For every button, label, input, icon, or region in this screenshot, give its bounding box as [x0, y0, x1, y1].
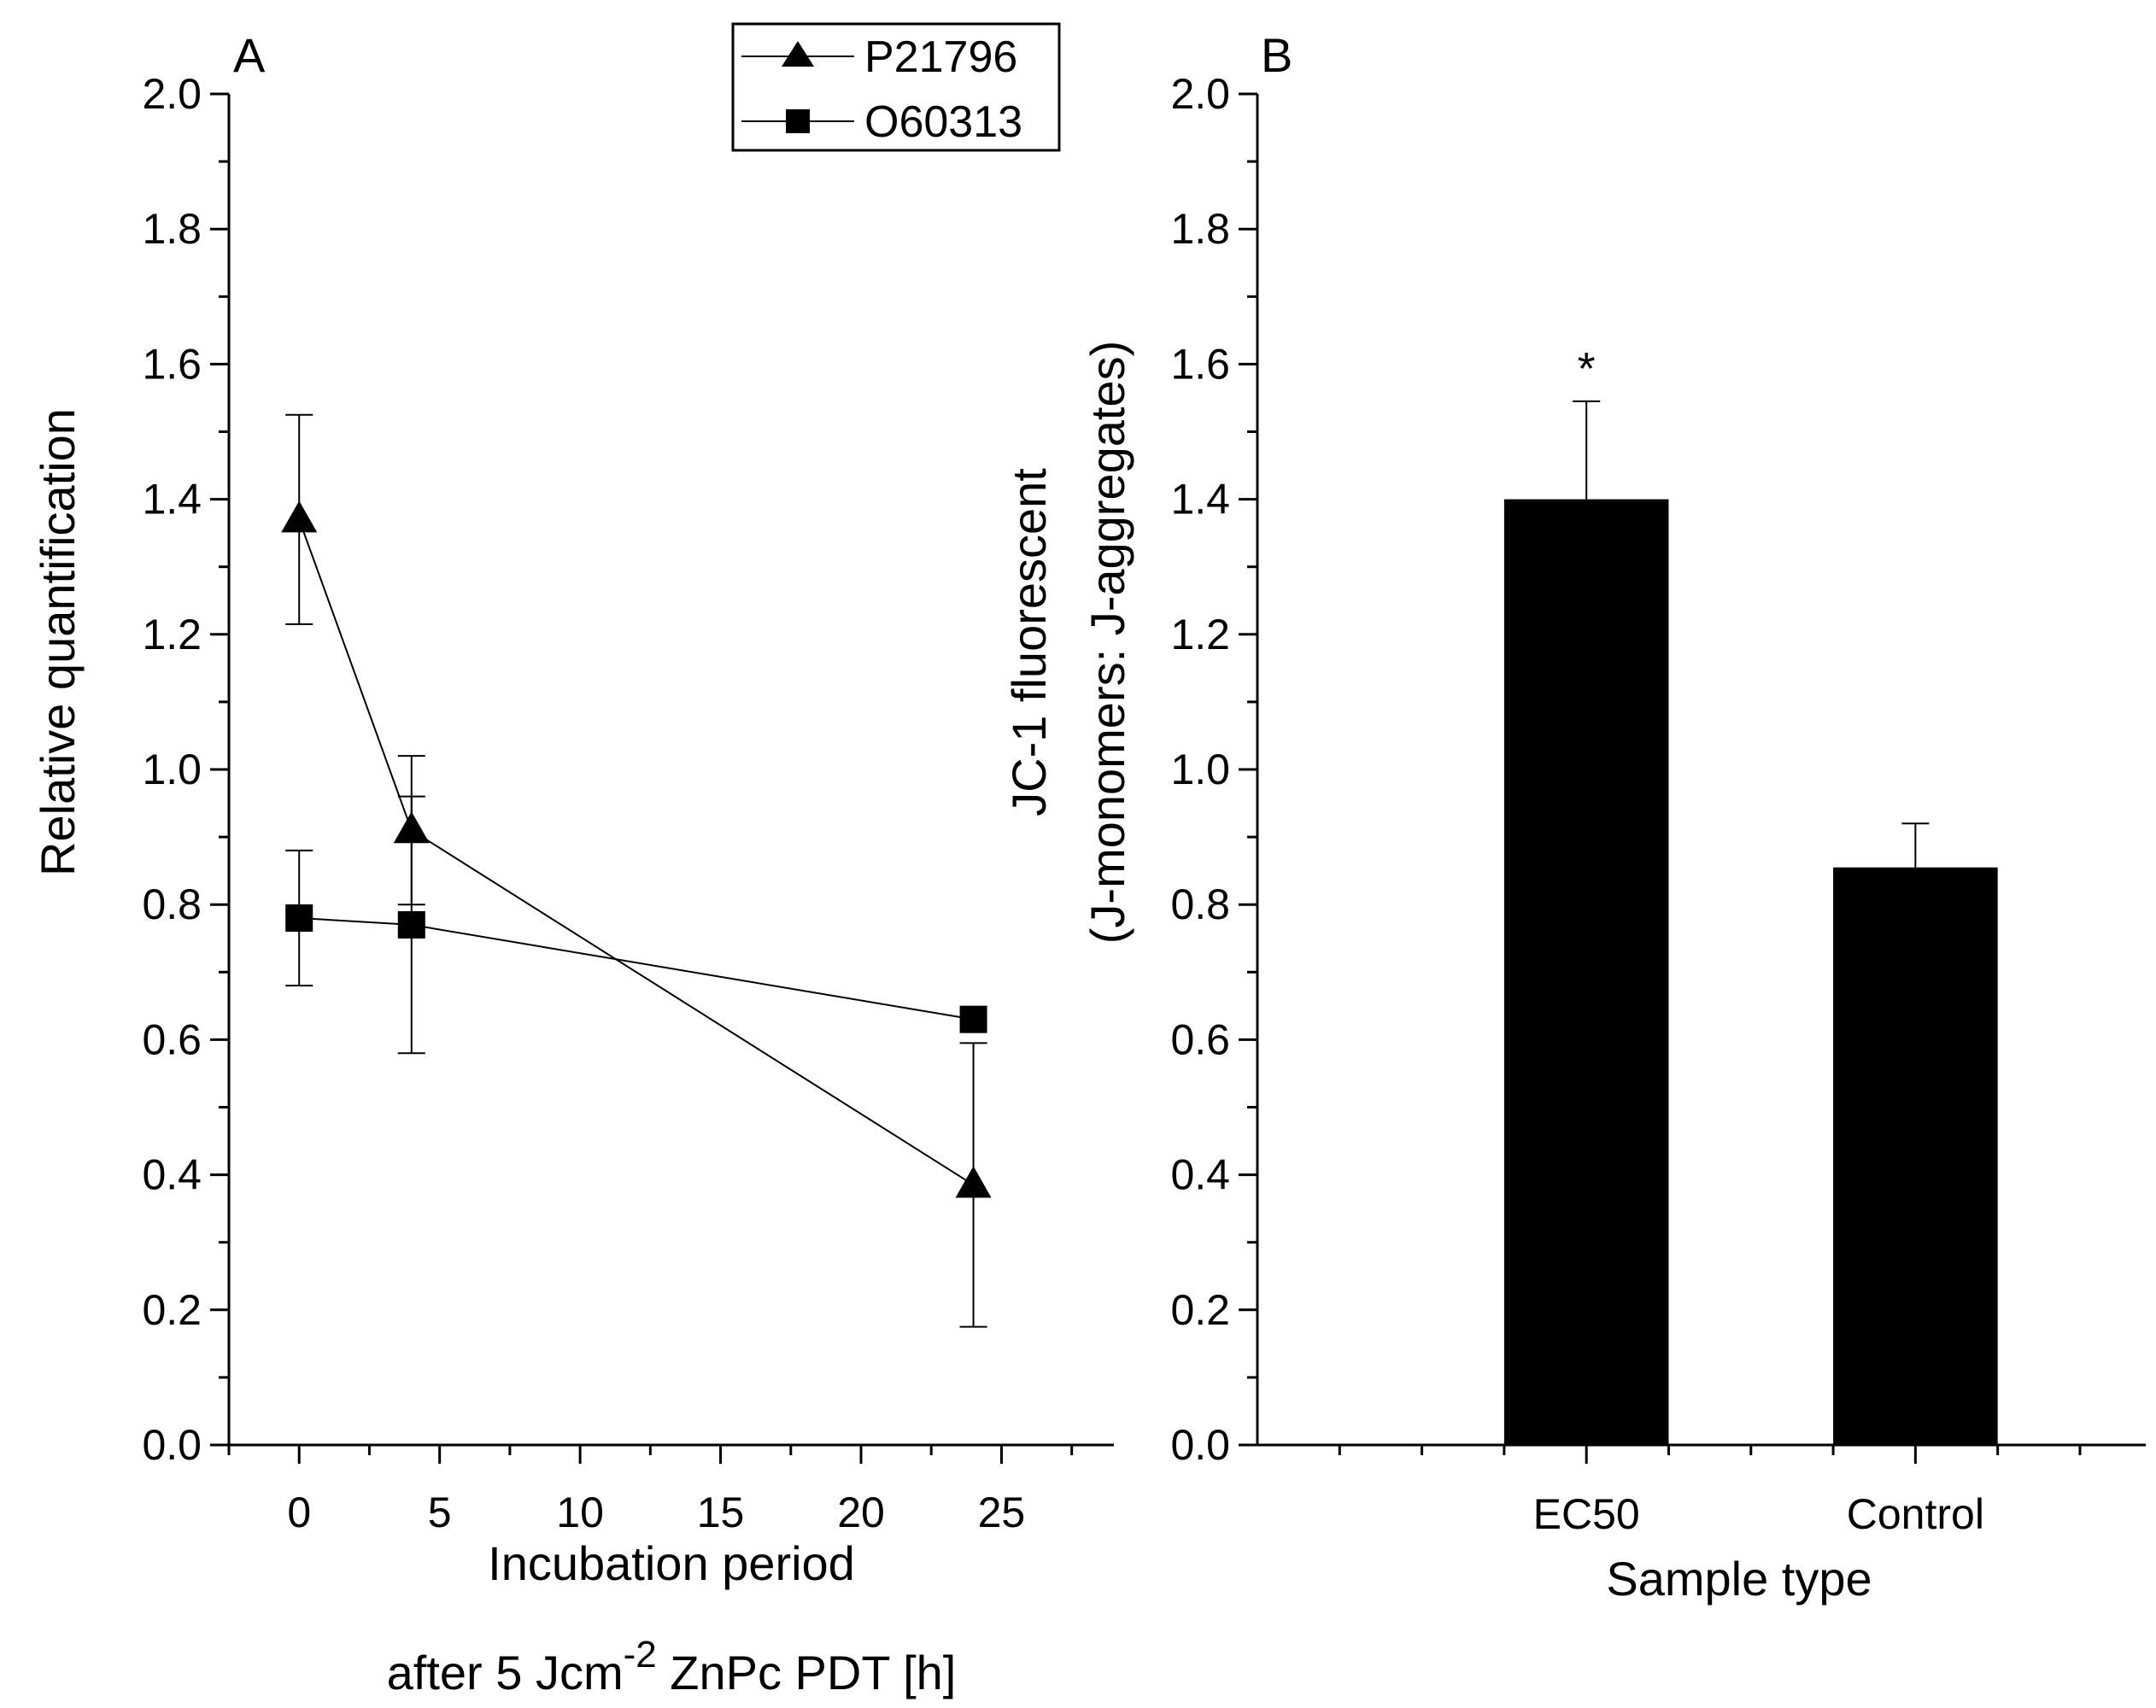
- category-label-control: Control: [1847, 1490, 1984, 1538]
- legend-marker-triangle: [782, 41, 814, 67]
- b-ytick-label: 0.6: [1170, 1015, 1230, 1063]
- a-ytick-label: 0.6: [142, 1015, 202, 1063]
- point-p21796: [281, 500, 318, 533]
- panel-b-x-axis-title: Sample type: [1606, 1552, 1872, 1606]
- panel-b-x-ticks: EC50 Control: [1338, 1445, 2082, 1538]
- a-xtick-label: 15: [697, 1489, 745, 1536]
- panel-a-letter: A: [233, 28, 266, 82]
- panel-a-x-title-superscript: -2: [624, 1634, 657, 1676]
- point-p21796: [955, 1166, 992, 1198]
- panel-b-bar-chart: B 0.0 0.2 0.4 0.6 0.8 1.0 1.2 1.4 1.6 1.8 2.0 EC50…: [1002, 28, 2146, 1606]
- a-ytick-label: 1.8: [142, 205, 202, 253]
- b-ytick-label: 0.2: [1170, 1286, 1230, 1334]
- point-o60313: [397, 910, 425, 939]
- a-ytick-label: 0.4: [142, 1151, 202, 1199]
- b-ytick-label: 2.0: [1170, 70, 1230, 118]
- panel-b-bars: *: [1503, 343, 1998, 1445]
- b-ytick-label: 1.8: [1170, 205, 1230, 253]
- legend-marker-square: [786, 109, 810, 133]
- a-ytick-label: 0.0: [142, 1421, 202, 1469]
- panel-a-series: [281, 413, 992, 1328]
- b-ytick-label: 0.0: [1170, 1421, 1230, 1469]
- panel-a-y-axis-title: Relative quantification: [31, 408, 85, 876]
- panel-b-y-ticks: 0.0 0.2 0.4 0.6 0.8 1.0 1.2 1.4 1.6 1.8 2.0: [1170, 70, 1257, 1469]
- a-ytick-label: 1.0: [142, 746, 202, 793]
- a-ytick-label: 1.4: [142, 476, 202, 524]
- a-ytick-label: 1.2: [142, 611, 202, 658]
- a-xtick-label: 25: [978, 1489, 1026, 1536]
- panel-a-x-ticks: 0 5 10 15 20 25: [227, 1445, 1074, 1536]
- category-label-ec50: EC50: [1533, 1490, 1640, 1538]
- b-ytick-label: 1.2: [1170, 611, 1230, 658]
- panel-a-x-axis-title-line2: after 5 Jcm-2 ZnPc PDT [h]: [387, 1634, 957, 1699]
- panel-b-letter: B: [1261, 28, 1292, 82]
- a-ytick-label: 0.8: [142, 880, 202, 928]
- panel-a-x-axis-title-line1: Incubation period: [488, 1536, 855, 1590]
- panel-a-x-title-prefix: after 5 Jcm: [387, 1646, 624, 1699]
- a-ytick-label: 0.2: [142, 1286, 202, 1334]
- bar-control: [1833, 867, 1998, 1445]
- a-xtick-label: 10: [556, 1489, 604, 1536]
- panel-a-y-ticks: 0.0 0.2 0.4 0.6 0.8 1.0 1.2 1.4 1.6 1.8 2.0: [142, 70, 229, 1469]
- b-ytick-label: 0.8: [1170, 880, 1230, 928]
- a-ytick-label: 1.6: [142, 340, 202, 388]
- panel-b-y-axis-title-line1: JC-1 fluorescent: [1002, 468, 1056, 816]
- significance-asterisk: *: [1578, 343, 1596, 395]
- a-xtick-label: 20: [837, 1489, 885, 1536]
- b-ytick-label: 1.6: [1170, 340, 1230, 388]
- b-ytick-label: 1.0: [1170, 746, 1230, 793]
- a-xtick-label: 0: [287, 1489, 311, 1536]
- b-ytick-label: 1.4: [1170, 476, 1230, 524]
- panel-a-x-title-suffix: ZnPc PDT [h]: [657, 1646, 957, 1699]
- point-o60313: [285, 904, 313, 933]
- b-ytick-label: 0.4: [1170, 1151, 1230, 1199]
- point-o60313: [959, 1005, 987, 1033]
- legend: P21796 O60313: [731, 22, 1061, 152]
- bar-ec50: [1503, 499, 1669, 1445]
- a-xtick-label: 5: [428, 1489, 452, 1536]
- legend-label-p21796: P21796: [864, 32, 1017, 82]
- panel-b-y-axis-title-line2: (J-monomers: J-aggregates): [1081, 341, 1134, 944]
- a-ytick-label: 2.0: [142, 70, 202, 118]
- panel-a-line-chart: A 0.0 0.2 0.4 0.6 0.8 1.0 1.2 1.4 1.6 1.8 2.0 0 5 10…: [31, 22, 1114, 1699]
- legend-label-o60313: O60313: [864, 97, 1022, 147]
